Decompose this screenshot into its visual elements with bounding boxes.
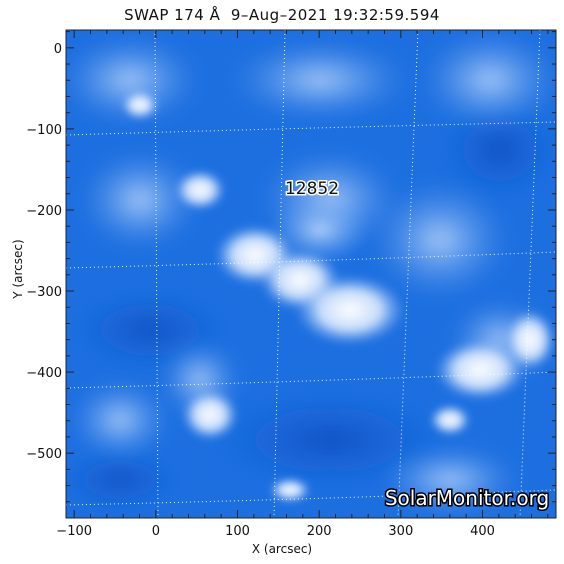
y-tick-label: −500 <box>26 447 62 462</box>
y-tick-label: −100 <box>26 123 62 138</box>
image-title: SWAP 174 Å 9–Aug–2021 19:32:59.594 <box>124 6 440 24</box>
x-axis-label: X (arcsec) <box>251 542 313 556</box>
x-tick-label: 400 <box>470 524 495 539</box>
sun-image <box>66 30 556 518</box>
solarmonitor-watermark: SolarMonitor.org <box>385 486 549 510</box>
y-tick-label: −400 <box>26 366 62 381</box>
plot-frame <box>65 29 557 519</box>
y-tick-label: −200 <box>26 204 62 219</box>
y-tick-label: −300 <box>26 285 62 300</box>
x-tick-label: −100 <box>56 524 92 539</box>
x-tick-label: 200 <box>307 524 332 539</box>
active-region-label: 12852 <box>285 179 339 199</box>
x-tick-label: 300 <box>388 524 413 539</box>
y-tick-label: 0 <box>54 42 62 57</box>
x-tick-label: 0 <box>152 524 160 539</box>
x-tick-label: 100 <box>225 524 250 539</box>
axis-ticks: −100 0 100 200 300 400 0 −100 −200 −300 −400 −500 <box>26 30 556 539</box>
